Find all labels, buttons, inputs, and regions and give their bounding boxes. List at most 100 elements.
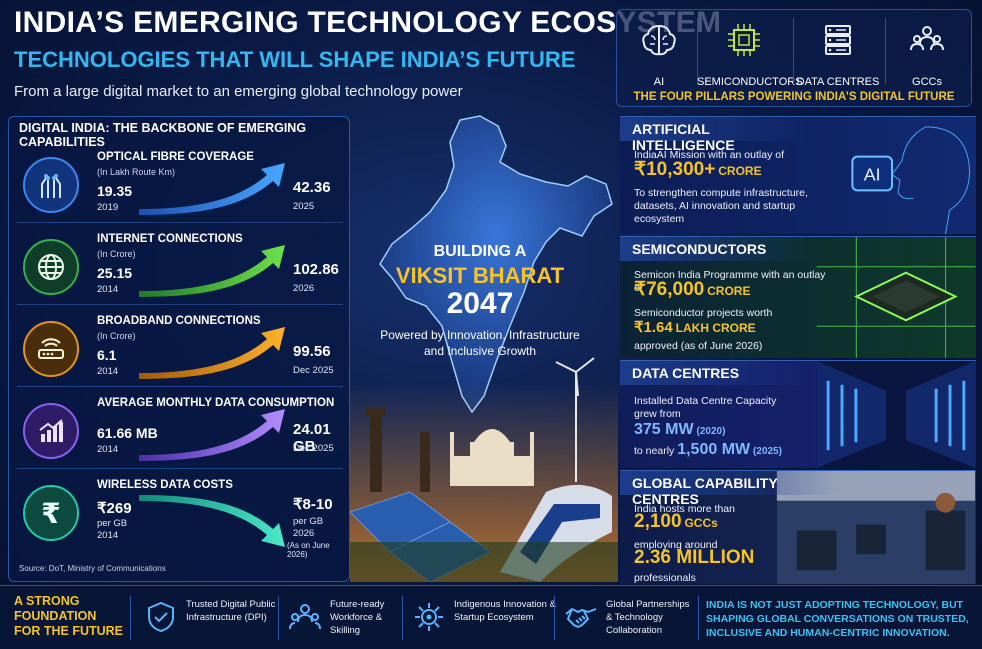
chip-illustration bbox=[816, 237, 976, 358]
section-heading: SEMICONDUCTORS bbox=[620, 237, 810, 261]
pillar-gccs: GCCs bbox=[885, 14, 969, 90]
pillar-data-centres: DATA CENTRES bbox=[793, 14, 883, 90]
pillar-label: DATA CENTRES bbox=[796, 76, 880, 88]
globe-icon bbox=[23, 239, 79, 295]
india-map-illustration bbox=[350, 115, 618, 582]
pillar-label: AI bbox=[653, 76, 665, 88]
metric-optical-fibre: OPTICAL FIBRE COVERAGE (In Lakh Route Km… bbox=[17, 145, 343, 223]
metric-start-value: 6.1 bbox=[97, 347, 117, 363]
metric-internet-connections: INTERNET CONNECTIONS (In Crore) 25.15 20… bbox=[17, 227, 343, 305]
fibre-icon bbox=[23, 157, 79, 213]
pillars-caption: THE FOUR PILLARS POWERING INDIA’S DIGITA… bbox=[633, 91, 955, 103]
server-hall-illustration bbox=[816, 361, 976, 468]
gcc-value-2: 2.36 MILLION bbox=[634, 547, 755, 568]
dc-value-2: 1,500 MW bbox=[677, 441, 751, 458]
semi-amount-2-unit: LAKH CRORE bbox=[675, 321, 756, 335]
ai-text-1: IndiaAI Mission with an outlay of bbox=[634, 149, 784, 161]
metric-end-year: Dec 2025 bbox=[293, 443, 334, 454]
decline-arrow bbox=[139, 495, 285, 547]
semi-text-3: approved (as of June 2026) bbox=[634, 340, 763, 352]
pillar-label: GCCs bbox=[912, 76, 942, 88]
pillar-semiconductors: SEMICONDUCTORS bbox=[697, 14, 803, 90]
metric-end-value: 42.36 bbox=[293, 179, 331, 196]
foundation-item-label: Trusted Digital Public Infrastructure (D… bbox=[186, 599, 276, 623]
metric-start-value: 25.15 bbox=[97, 265, 133, 281]
handshake-icon bbox=[565, 607, 597, 629]
bar-growth-icon bbox=[23, 403, 79, 459]
gcc-value-1: 2,100 bbox=[634, 511, 682, 532]
metric-wireless-data-costs: ₹ WIRELESS DATA COSTS ₹269 per GB 2014 ₹… bbox=[17, 473, 343, 563]
semi-text-1: Semicon India Programme with an outlay o… bbox=[634, 269, 826, 294]
ai-amount-unit: CRORE bbox=[718, 164, 762, 178]
dc-value-2-year: (2025) bbox=[753, 446, 782, 457]
metric-end-year: 2026 bbox=[293, 528, 315, 539]
dc-text-2: to nearly bbox=[634, 445, 675, 457]
vision-line-2: VIKSIT BHARAT bbox=[395, 263, 565, 288]
metric-data-consumption: AVERAGE MONTHLY DATA CONSUMPTION 61.66 M… bbox=[17, 391, 343, 469]
foundation-item-workforce: Future-ready Workforce & Skilling bbox=[288, 594, 404, 642]
metric-unit: (In Crore) bbox=[97, 249, 136, 259]
tagline: From a large digital market to an emergi… bbox=[14, 83, 463, 100]
metric-start-value: 19.35 bbox=[97, 183, 133, 199]
gcc-text-1: India hosts more than bbox=[634, 503, 735, 515]
metric-start-value: ₹269 bbox=[97, 500, 132, 517]
metric-name: WIRELESS DATA COSTS bbox=[97, 479, 233, 491]
semi-text-2: Semiconductor projects worth bbox=[634, 307, 773, 319]
semi-amount-unit: CRORE bbox=[707, 284, 751, 298]
pillar-label: SEMICONDUCTORS bbox=[697, 76, 803, 88]
section-artificial-intelligence: AI ARTIFICIAL INTELLIGENCE IndiaAI Missi… bbox=[620, 116, 976, 234]
growth-arrow bbox=[139, 409, 285, 461]
ai-head-illustration: AI bbox=[851, 126, 970, 234]
metric-start-year: 2014 bbox=[97, 530, 119, 541]
metric-name: BROADBAND CONNECTIONS bbox=[97, 315, 261, 327]
metric-start-year: 2014 bbox=[97, 366, 119, 377]
metric-start-value: 61.66 MB bbox=[97, 425, 158, 441]
pillar-ai: AI bbox=[623, 14, 695, 90]
foundation-item-partnerships: Global Partnerships & Technology Collabo… bbox=[564, 594, 698, 642]
metric-name: OPTICAL FIBRE COVERAGE bbox=[97, 151, 254, 163]
metric-end-note: (As on June 2026) bbox=[287, 541, 330, 559]
vision-year: 2047 bbox=[446, 287, 514, 320]
dc-value-1-year: (2020) bbox=[696, 426, 726, 437]
metric-start-year: 2019 bbox=[97, 202, 119, 213]
growth-arrow bbox=[139, 327, 285, 379]
vision-2047-block: BUILDING A VIKSIT BHARAT 2047 Powered by… bbox=[380, 243, 580, 359]
metric-name: INTERNET CONNECTIONS bbox=[97, 233, 243, 245]
foundation-item-innovation: Indigenous Innovation & Startup Ecosyste… bbox=[412, 594, 556, 642]
closing-statement: INDIA IS NOT JUST ADOPTING TECHNOLOGY, B… bbox=[706, 599, 969, 639]
section-global-capability-centres: GLOBAL CAPABILITY CENTRES India hosts mo… bbox=[620, 470, 976, 584]
page-title: INDIA’S EMERGING TECHNOLOGY ECOSYSTEM bbox=[14, 6, 722, 39]
foundation-title: A STRONG FOUNDATION FOR THE FUTURE bbox=[14, 594, 124, 638]
chip-icon bbox=[728, 24, 760, 56]
metric-end-year: 2025 bbox=[293, 201, 315, 212]
foundation-bar: A STRONG FOUNDATION FOR THE FUTURE Trust… bbox=[0, 585, 982, 649]
semi-amount-2: ₹1.64 bbox=[634, 319, 673, 336]
server-icon bbox=[825, 25, 851, 55]
foundation-item-label: Future-ready Workforce & Skilling bbox=[330, 599, 385, 636]
foundation-item-dpi: Trusted Digital Public Infrastructure (D… bbox=[144, 594, 284, 642]
people-icon bbox=[910, 26, 944, 51]
metric-unit: (In Lakh Route Km) bbox=[97, 167, 176, 177]
vision-tagline: Powered by Innovation, Infrastructure an… bbox=[380, 328, 580, 358]
ai-text-2: To strengthen compute infrastructure, da… bbox=[634, 187, 808, 225]
foundation-item-label: Global Partnerships & Technology Collabo… bbox=[606, 599, 690, 636]
growth-arrow bbox=[139, 163, 285, 215]
rupee-icon: ₹ bbox=[23, 485, 79, 541]
metric-end-year: Dec 2025 bbox=[293, 365, 334, 376]
page-subtitle: TECHNOLOGIES THAT WILL SHAPE INDIA’S FUT… bbox=[14, 47, 576, 72]
metric-end-value: ₹8-10 bbox=[293, 496, 333, 513]
metric-end-value: 99.56 bbox=[293, 343, 331, 360]
dc-text-1: Installed Data Centre Capacity grew from bbox=[634, 395, 777, 420]
gcc-text-2: employing around bbox=[634, 539, 718, 551]
metric-name: AVERAGE MONTHLY DATA CONSUMPTION bbox=[97, 397, 335, 409]
vision-line-1: BUILDING A bbox=[433, 243, 527, 260]
gcc-text-3: professionals bbox=[634, 572, 696, 584]
dc-value-1: 375 MW bbox=[634, 421, 694, 438]
growth-arrow bbox=[139, 245, 285, 297]
four-pillars-panel: AI SEMICONDUCTORS DATA CENTRES GCCs THE … bbox=[616, 9, 972, 107]
metric-start-year: 2014 bbox=[97, 444, 119, 455]
metric-broadband-connections: BROADBAND CONNECTIONS (In Crore) 6.1 201… bbox=[17, 309, 343, 387]
source-note: Source: DoT, Ministry of Communications bbox=[19, 564, 166, 573]
metric-end-sub: per GB bbox=[293, 516, 324, 527]
